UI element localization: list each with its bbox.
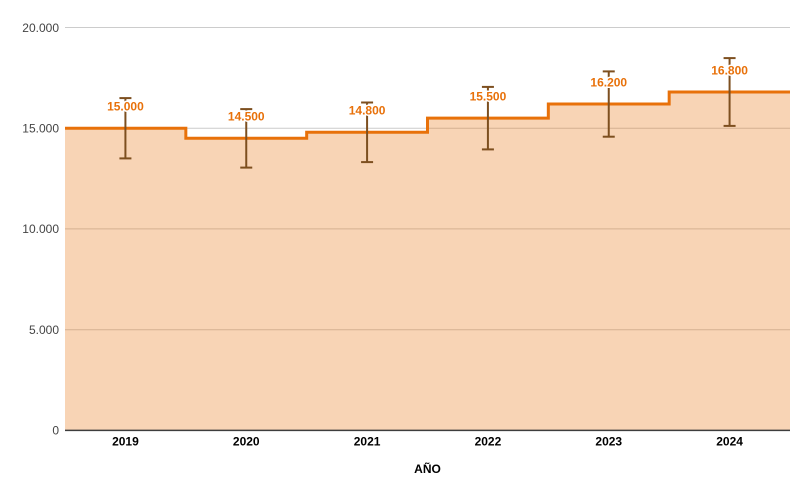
- svg-text:0: 0: [52, 424, 59, 438]
- svg-text:2019: 2019: [112, 435, 139, 449]
- svg-text:2022: 2022: [475, 435, 502, 449]
- svg-text:20.000: 20.000: [22, 21, 59, 35]
- svg-text:2023: 2023: [595, 435, 622, 449]
- svg-text:AÑO: AÑO: [414, 461, 441, 476]
- svg-text:16.200: 16.200: [590, 75, 627, 89]
- svg-text:14.500: 14.500: [228, 110, 265, 124]
- svg-text:2024: 2024: [716, 435, 743, 449]
- svg-text:5.000: 5.000: [29, 323, 59, 337]
- svg-text:10.000: 10.000: [22, 222, 59, 236]
- svg-text:2020: 2020: [233, 435, 260, 449]
- svg-text:14.800: 14.800: [349, 104, 386, 118]
- svg-text:15.500: 15.500: [470, 90, 507, 104]
- svg-text:15.000: 15.000: [22, 122, 59, 136]
- svg-text:15.000: 15.000: [107, 100, 144, 114]
- svg-text:16.800: 16.800: [711, 63, 748, 77]
- svg-text:2021: 2021: [354, 435, 381, 449]
